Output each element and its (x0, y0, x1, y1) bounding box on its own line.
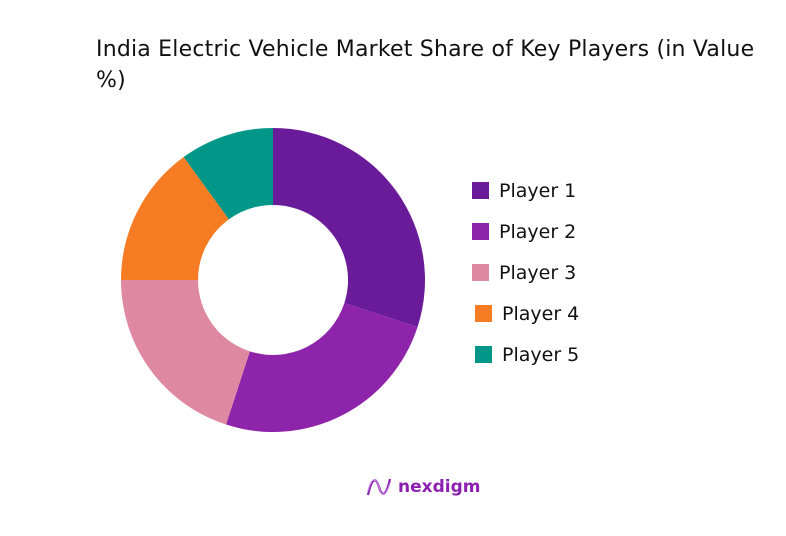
legend-item: Player 4 (472, 293, 579, 334)
chart-title: India Electric Vehicle Market Share of K… (96, 37, 755, 93)
legend-label: Player 3 (499, 261, 577, 284)
legend-item: Player 2 (472, 211, 579, 252)
slice-player-1 (273, 128, 425, 327)
nexdigm-logo-icon (366, 478, 392, 496)
legend-label: Player 4 (502, 302, 580, 325)
legend: Player 1 Player 2 Player 3 Player 4 Player 5 (472, 170, 579, 375)
logo-text: nexdigm (398, 477, 481, 497)
slice-player-2 (226, 303, 418, 432)
legend-swatch (472, 264, 489, 281)
legend-item: Player 1 (472, 170, 579, 211)
legend-swatch (472, 182, 489, 199)
nexdigm-logo: nexdigm (366, 475, 480, 499)
legend-swatch (472, 223, 489, 240)
legend-label: Player 1 (499, 179, 577, 202)
legend-label: Player 2 (499, 220, 577, 243)
legend-label: Player 5 (502, 343, 580, 366)
legend-item: Player 5 (472, 334, 579, 375)
legend-swatch (475, 346, 492, 363)
legend-swatch (475, 305, 492, 322)
slice-player-5 (183, 128, 273, 220)
slice-player-3 (121, 280, 250, 425)
slice-player-4 (121, 157, 229, 280)
legend-item: Player 3 (472, 252, 579, 293)
